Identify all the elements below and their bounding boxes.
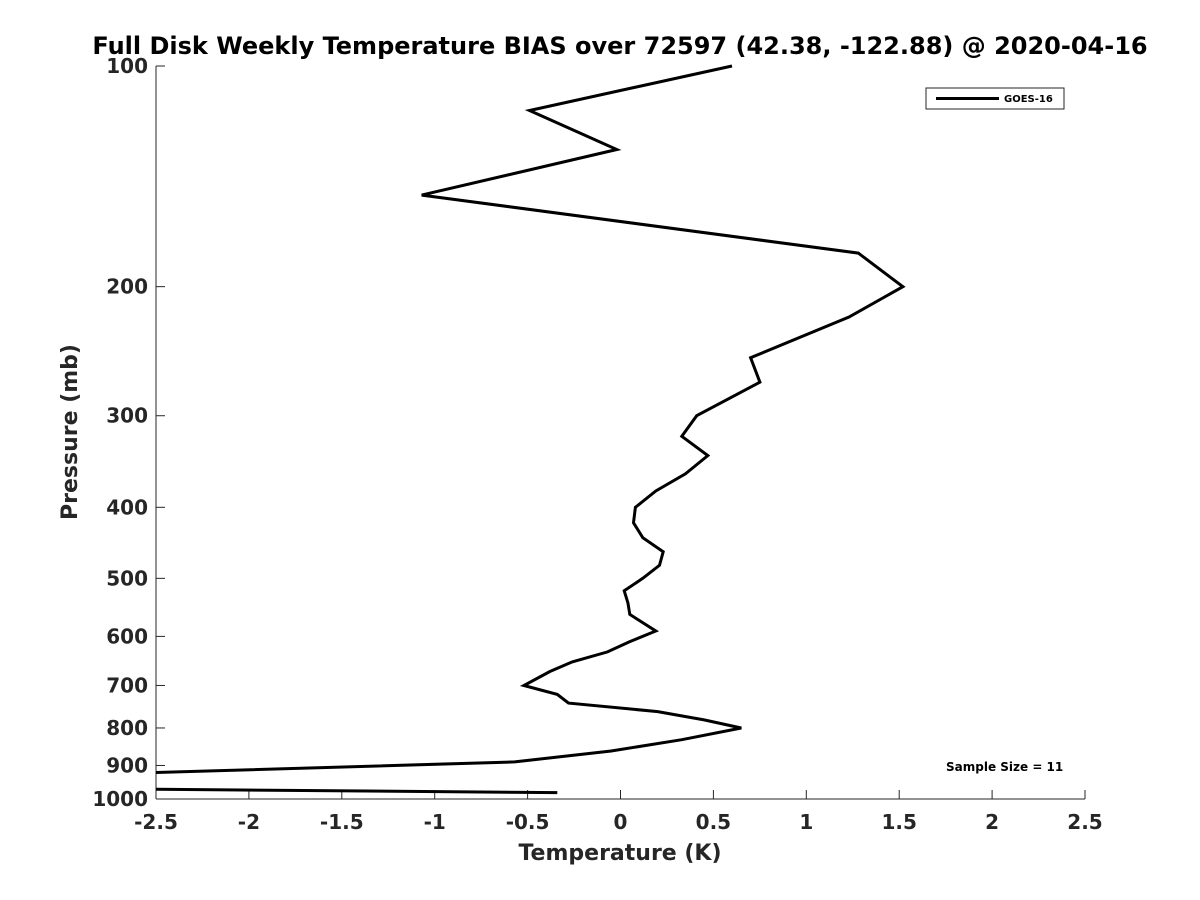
chart-title: Full Disk Weekly Temperature BIAS over 7… [92,32,1147,60]
x-tick-label: 0.5 [696,810,731,834]
y-tick-label: 500 [106,566,148,590]
x-tick-label: -1.5 [320,810,364,834]
x-tick-label: 0 [614,810,628,834]
y-axis-label: Pressure (mb) [58,344,83,520]
y-tick-label: 700 [106,673,148,697]
y-tick-label: 1000 [92,787,148,811]
x-ticks: -2.5 -2 -1.5 -1 -0.5 0 0.5 1 1.5 2 2.5 [134,790,1103,834]
x-tick-label: 1.5 [881,810,916,834]
y-tick-label: 900 [106,753,148,777]
y-tick-label: 400 [106,495,148,519]
x-tick-label: -2 [238,810,260,834]
y-ticks: 100 200 300 400 500 600 700 800 900 1000 [92,54,165,811]
x-tick-label: 1 [799,810,813,834]
y-tick-label: 100 [106,54,148,78]
plot-area: -2.5 -2 -1.5 -1 -0.5 0 0.5 1 1.5 2 2.5 100 200 300 40… [92,54,1102,834]
y-tick-label: 200 [106,275,148,299]
series-line-goes-16 [155,64,906,774]
legend: GOES-16 [925,87,1065,110]
y-tick-label: 600 [106,624,148,648]
x-tick-label: 2.5 [1067,810,1102,834]
sample-size-annotation: Sample Size = 11 [946,760,1063,774]
x-tick-label: -2.5 [134,810,178,834]
series-layer [155,64,906,795]
y-tick-label: 800 [106,716,148,740]
y-tick-label: 300 [106,404,148,428]
x-axis-label: Temperature (K) [518,841,721,866]
x-tick-label: -0.5 [506,810,550,834]
x-tick-label: -1 [424,810,446,834]
legend-label-goes-16: GOES-16 [1004,94,1053,105]
x-tick-label: 2 [985,810,999,834]
series-line-goes-16 [155,787,558,795]
